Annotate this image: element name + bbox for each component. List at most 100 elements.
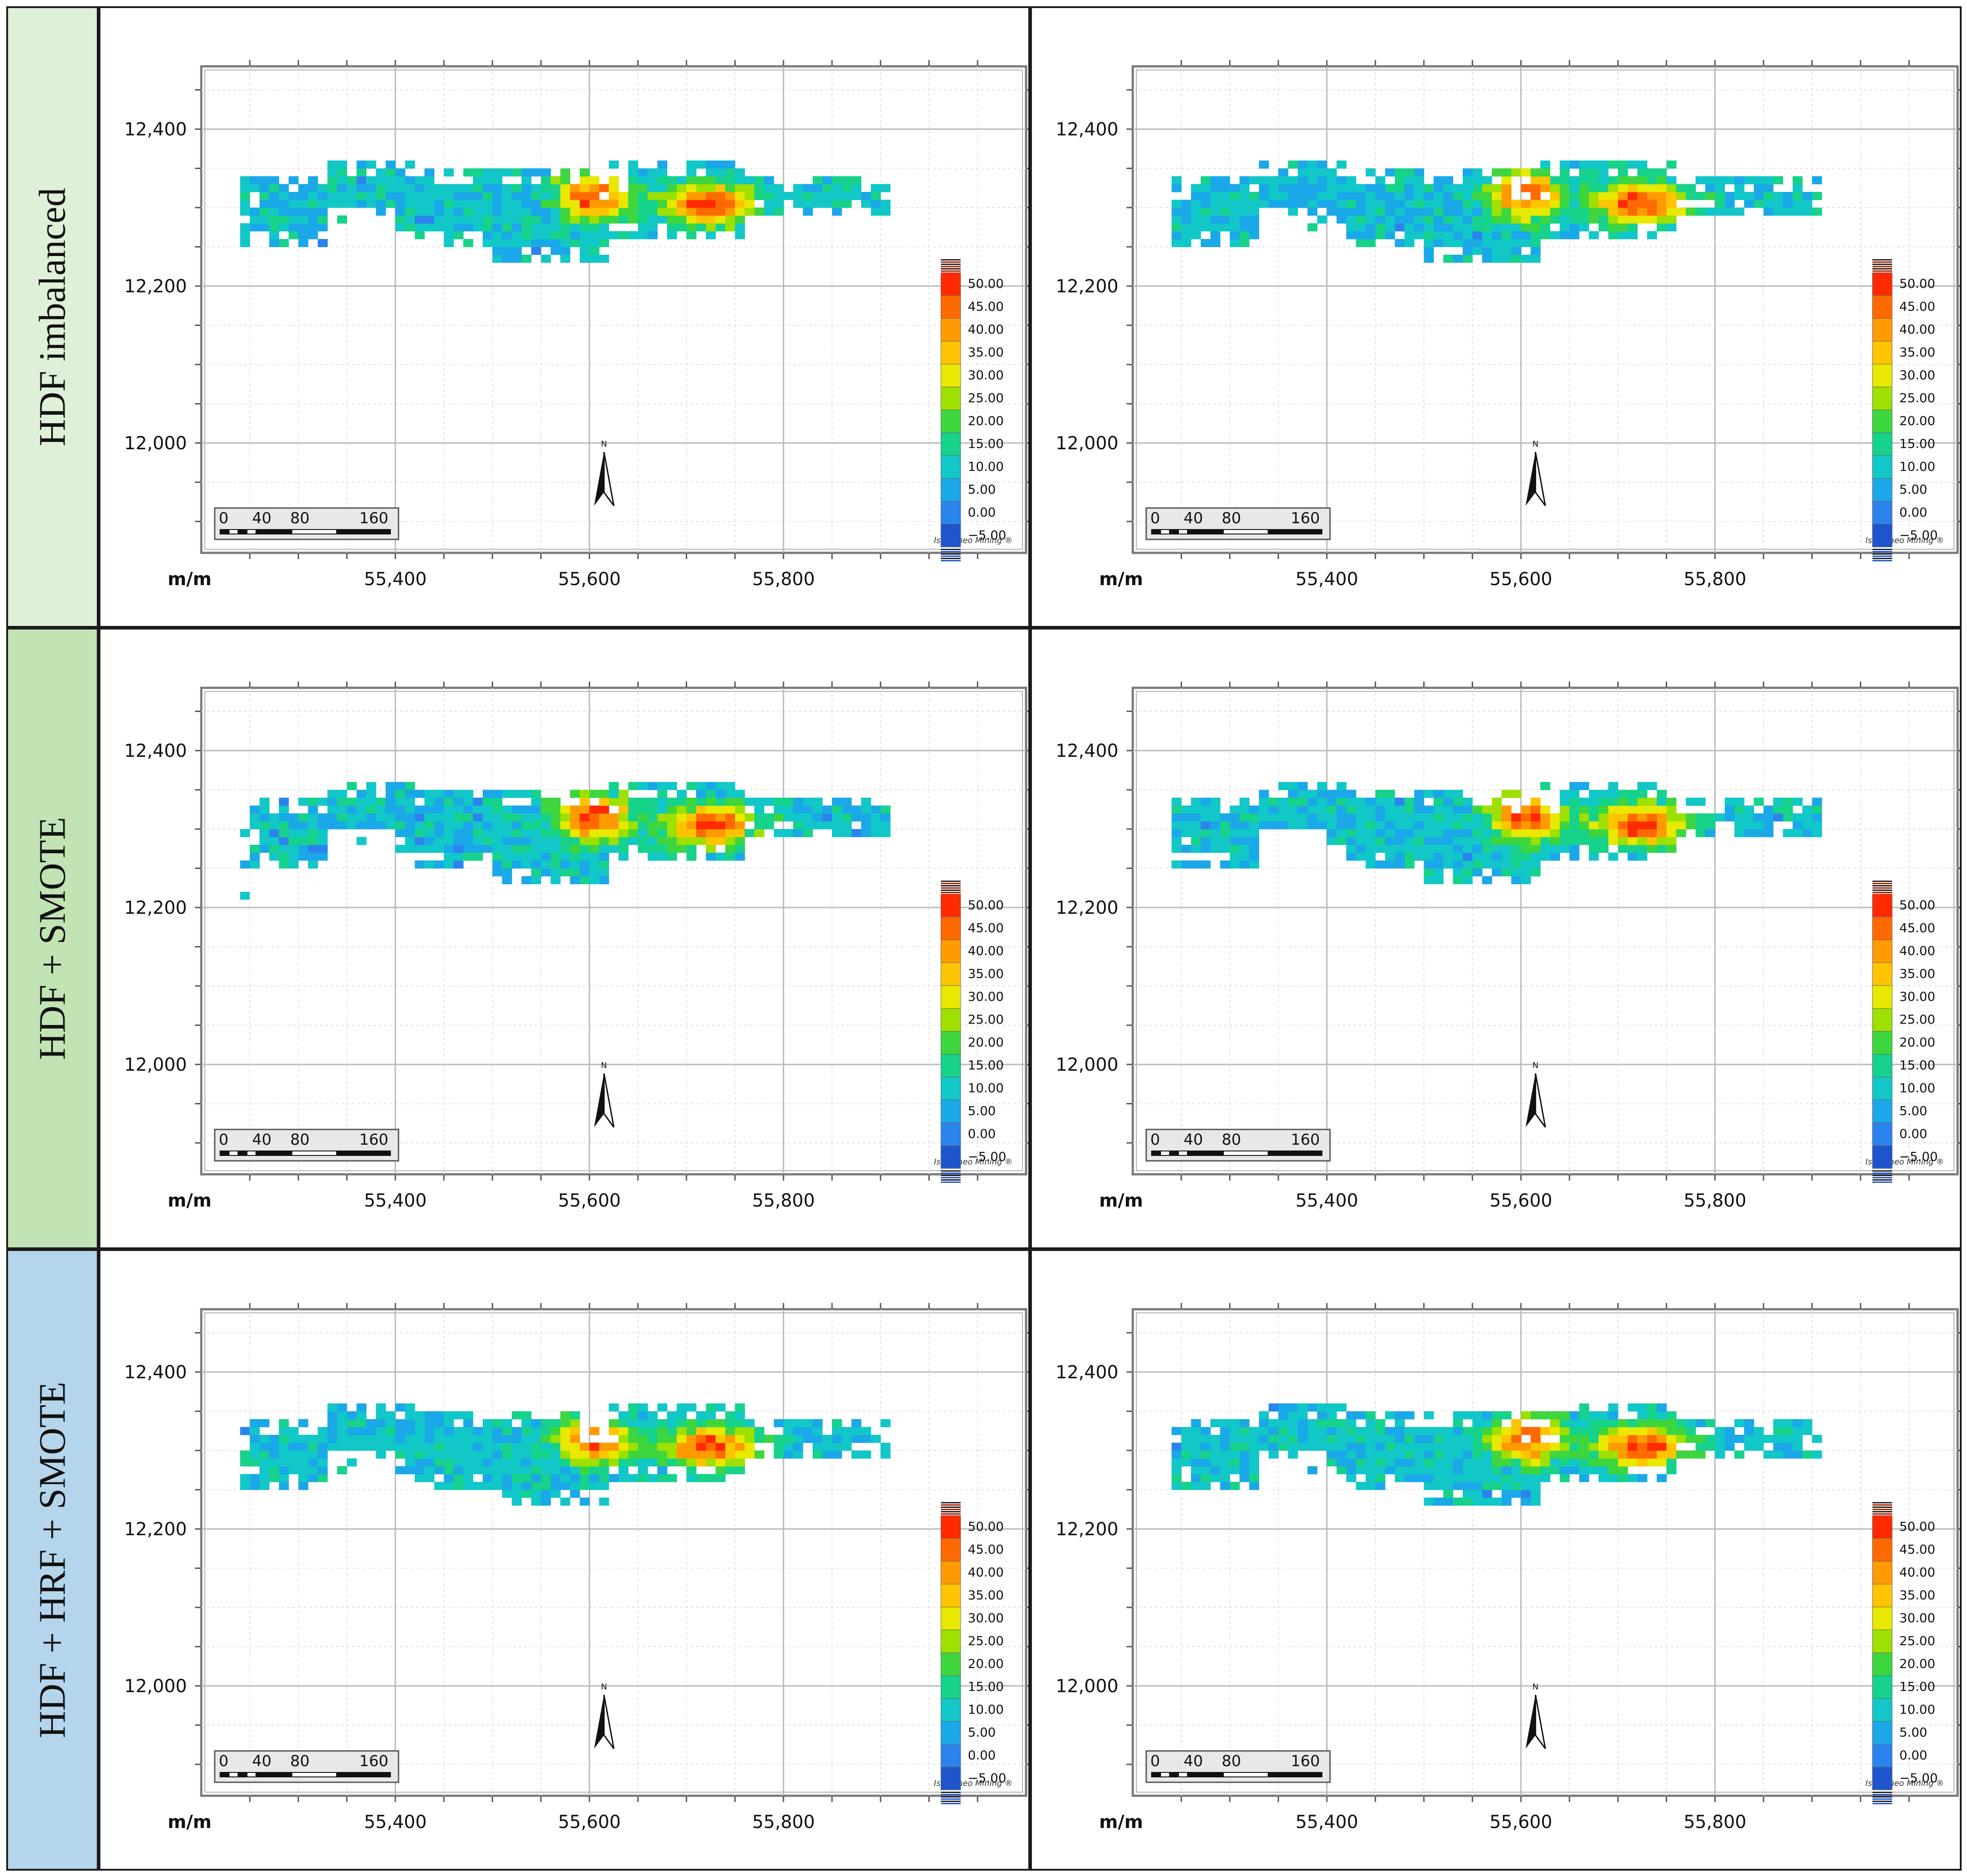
heatmap-cell (618, 829, 629, 838)
heatmap-cell (628, 821, 638, 829)
colorbar-swatch (1872, 295, 1893, 319)
heatmap-cell (1424, 790, 1434, 798)
heatmap-cell (1395, 192, 1405, 200)
scale-bar-label: 80 (290, 1752, 309, 1770)
heatmap-cell (1628, 829, 1638, 838)
heatmap-cell (1424, 821, 1434, 829)
heatmap-cell (1443, 176, 1453, 185)
heatmap-cell (647, 208, 658, 216)
major-grid (1133, 66, 1958, 553)
heatmap-cell (356, 192, 367, 200)
heatmap-cell (463, 837, 473, 845)
heatmap-cell (1530, 231, 1541, 239)
heatmap-cell (1210, 1466, 1221, 1475)
heatmap-cell (1239, 192, 1250, 200)
heatmap-cell (638, 813, 648, 822)
heatmap-cell (754, 184, 765, 192)
heatmap-cell (1618, 223, 1628, 232)
heatmap-cell (1734, 805, 1745, 814)
heatmap-cell (1356, 223, 1366, 232)
heatmap-cell (463, 790, 473, 798)
heatmap-cell (667, 852, 677, 861)
heatmap-cell (1365, 184, 1376, 192)
heatmap-cell (250, 860, 260, 869)
heatmap-cell (589, 1427, 600, 1435)
heatmap-cell (1734, 1435, 1745, 1443)
heatmap-cell (1676, 1419, 1686, 1428)
heatmap-cell (580, 813, 590, 822)
heatmap-cell (453, 184, 464, 192)
heatmap-cell (1346, 1442, 1356, 1451)
heatmap-cell (1307, 184, 1317, 192)
heatmap-cell (298, 852, 308, 861)
heatmap-cell (589, 852, 600, 861)
heatmap-cell (1501, 192, 1512, 200)
heatmap-cell (511, 821, 522, 829)
heatmap-cell (1463, 876, 1473, 885)
heatmap-cell (1647, 176, 1657, 185)
heatmap-cell (783, 192, 794, 200)
heatmap-cell (521, 821, 532, 829)
colorbar-swatch (940, 1145, 961, 1169)
heatmap-cell (1404, 192, 1415, 200)
heatmap-cell (386, 184, 396, 192)
heatmap-cell (1336, 790, 1347, 798)
heatmap-cell (308, 176, 318, 185)
heatmap-cell (589, 176, 600, 185)
heatmap-cell (599, 1442, 609, 1451)
heatmap-cell (1200, 821, 1211, 829)
heatmap-cell (492, 837, 503, 845)
heatmap-cell (589, 239, 600, 248)
heatmap-cell (1424, 837, 1434, 845)
colorbar-swatch (940, 962, 961, 986)
x-tick-label: 55,800 (752, 569, 815, 590)
heatmap-cell (541, 805, 551, 814)
heatmap-cell (1395, 829, 1405, 838)
heatmap-cell (628, 1458, 638, 1467)
heatmap-cell (1569, 161, 1580, 169)
heatmap-cell (405, 829, 415, 838)
heatmap-cell (511, 1458, 522, 1467)
heatmap-cell (1200, 860, 1211, 869)
colorbar-swatch (940, 1538, 961, 1562)
colorbar-swatch (1872, 1721, 1893, 1745)
heatmap-cell (1181, 860, 1191, 869)
heatmap-cell (347, 192, 357, 200)
heatmap-cell (1666, 821, 1677, 829)
heatmap-cell (511, 852, 522, 861)
heatmap-cell (735, 168, 745, 177)
heatmap-cell (395, 805, 406, 814)
heatmap-cell (1434, 1498, 1444, 1506)
heatmap-cell (667, 208, 677, 216)
heatmap-cell (1249, 1466, 1260, 1475)
heatmap-cell (502, 208, 512, 216)
heatmap-cell (434, 192, 444, 200)
heatmap-cell (327, 176, 338, 185)
heatmap-cell (1336, 798, 1347, 806)
heatmap-cell (589, 223, 600, 232)
heatmap-cell (1530, 1450, 1541, 1459)
heatmap-cell (1288, 184, 1298, 192)
heatmap-cell (1530, 1482, 1541, 1490)
heatmap-cell (1569, 200, 1580, 208)
heatmap-cell (434, 223, 444, 232)
heatmap-cell (521, 1466, 532, 1475)
heatmap-cell (1579, 223, 1590, 232)
heatmap-cell (570, 192, 580, 200)
heatmap-cell (415, 1442, 425, 1451)
heatmap-cell (1763, 176, 1774, 185)
heatmap-cell (1754, 176, 1764, 185)
heatmap-cell (1666, 1458, 1677, 1467)
heatmap-cell (492, 852, 503, 861)
heatmap-cell (298, 208, 308, 216)
heatmap-cell (880, 1442, 891, 1451)
heatmap-cell (1463, 176, 1473, 185)
heatmap-cell (1521, 1450, 1531, 1459)
heatmap-cell (298, 1419, 308, 1428)
heatmap-cell (444, 860, 454, 869)
heatmap-cell (531, 1490, 542, 1498)
heatmap-cell (1230, 1442, 1240, 1451)
heatmap-cell (1249, 821, 1260, 829)
heatmap-cell (1511, 852, 1521, 861)
heatmap-cell (1491, 1411, 1502, 1420)
